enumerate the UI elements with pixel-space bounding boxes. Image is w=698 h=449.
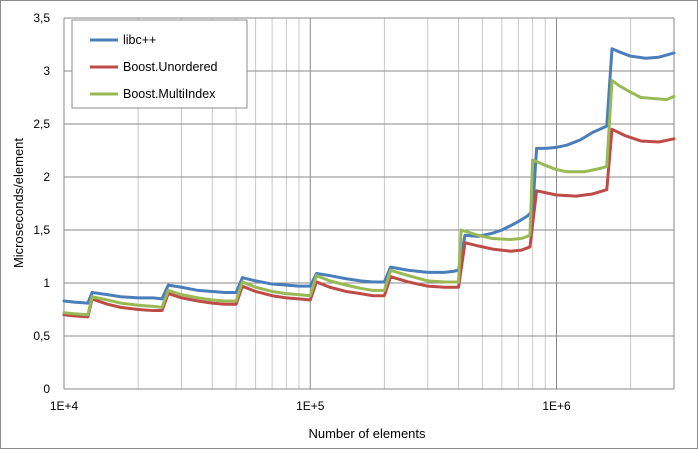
x-axis-title: Number of elements — [308, 426, 426, 441]
y-tick-label: 1 — [43, 276, 50, 290]
y-axis-title: Microseconds/element — [11, 138, 26, 268]
y-tick-labels: 0 0,5 1 1,5 2 2,5 3 3,5 — [33, 11, 50, 396]
legend-label-2: Boost.Unordered — [123, 60, 218, 74]
series-line-3 — [62, 79, 676, 317]
y-tick-label: 2 — [43, 170, 50, 184]
legend: libc++ Boost.Unordered Boost.MultiIndex — [71, 19, 248, 109]
y-tick-label: 0,5 — [33, 329, 50, 343]
y-tick-label: 1,5 — [33, 223, 50, 237]
x-tick-label: 1E+6 — [542, 399, 571, 413]
axes — [63, 18, 674, 390]
series-lines — [62, 47, 676, 319]
x-tick-labels: 1E+4 1E+5 1E+6 — [50, 399, 571, 413]
series-line-2 — [62, 127, 676, 319]
y-tick-label: 0 — [43, 382, 50, 396]
y-tick-label: 2,5 — [33, 117, 50, 131]
y-tick-label: 3 — [43, 64, 50, 78]
legend-label-3: Boost.MultiIndex — [123, 87, 216, 101]
series-line-1 — [62, 47, 676, 305]
legend-label-1: libc++ — [123, 33, 156, 47]
x-tick-label: 1E+4 — [50, 399, 79, 413]
y-tick-label: 3,5 — [33, 11, 50, 25]
x-tick-label: 1E+5 — [296, 399, 325, 413]
